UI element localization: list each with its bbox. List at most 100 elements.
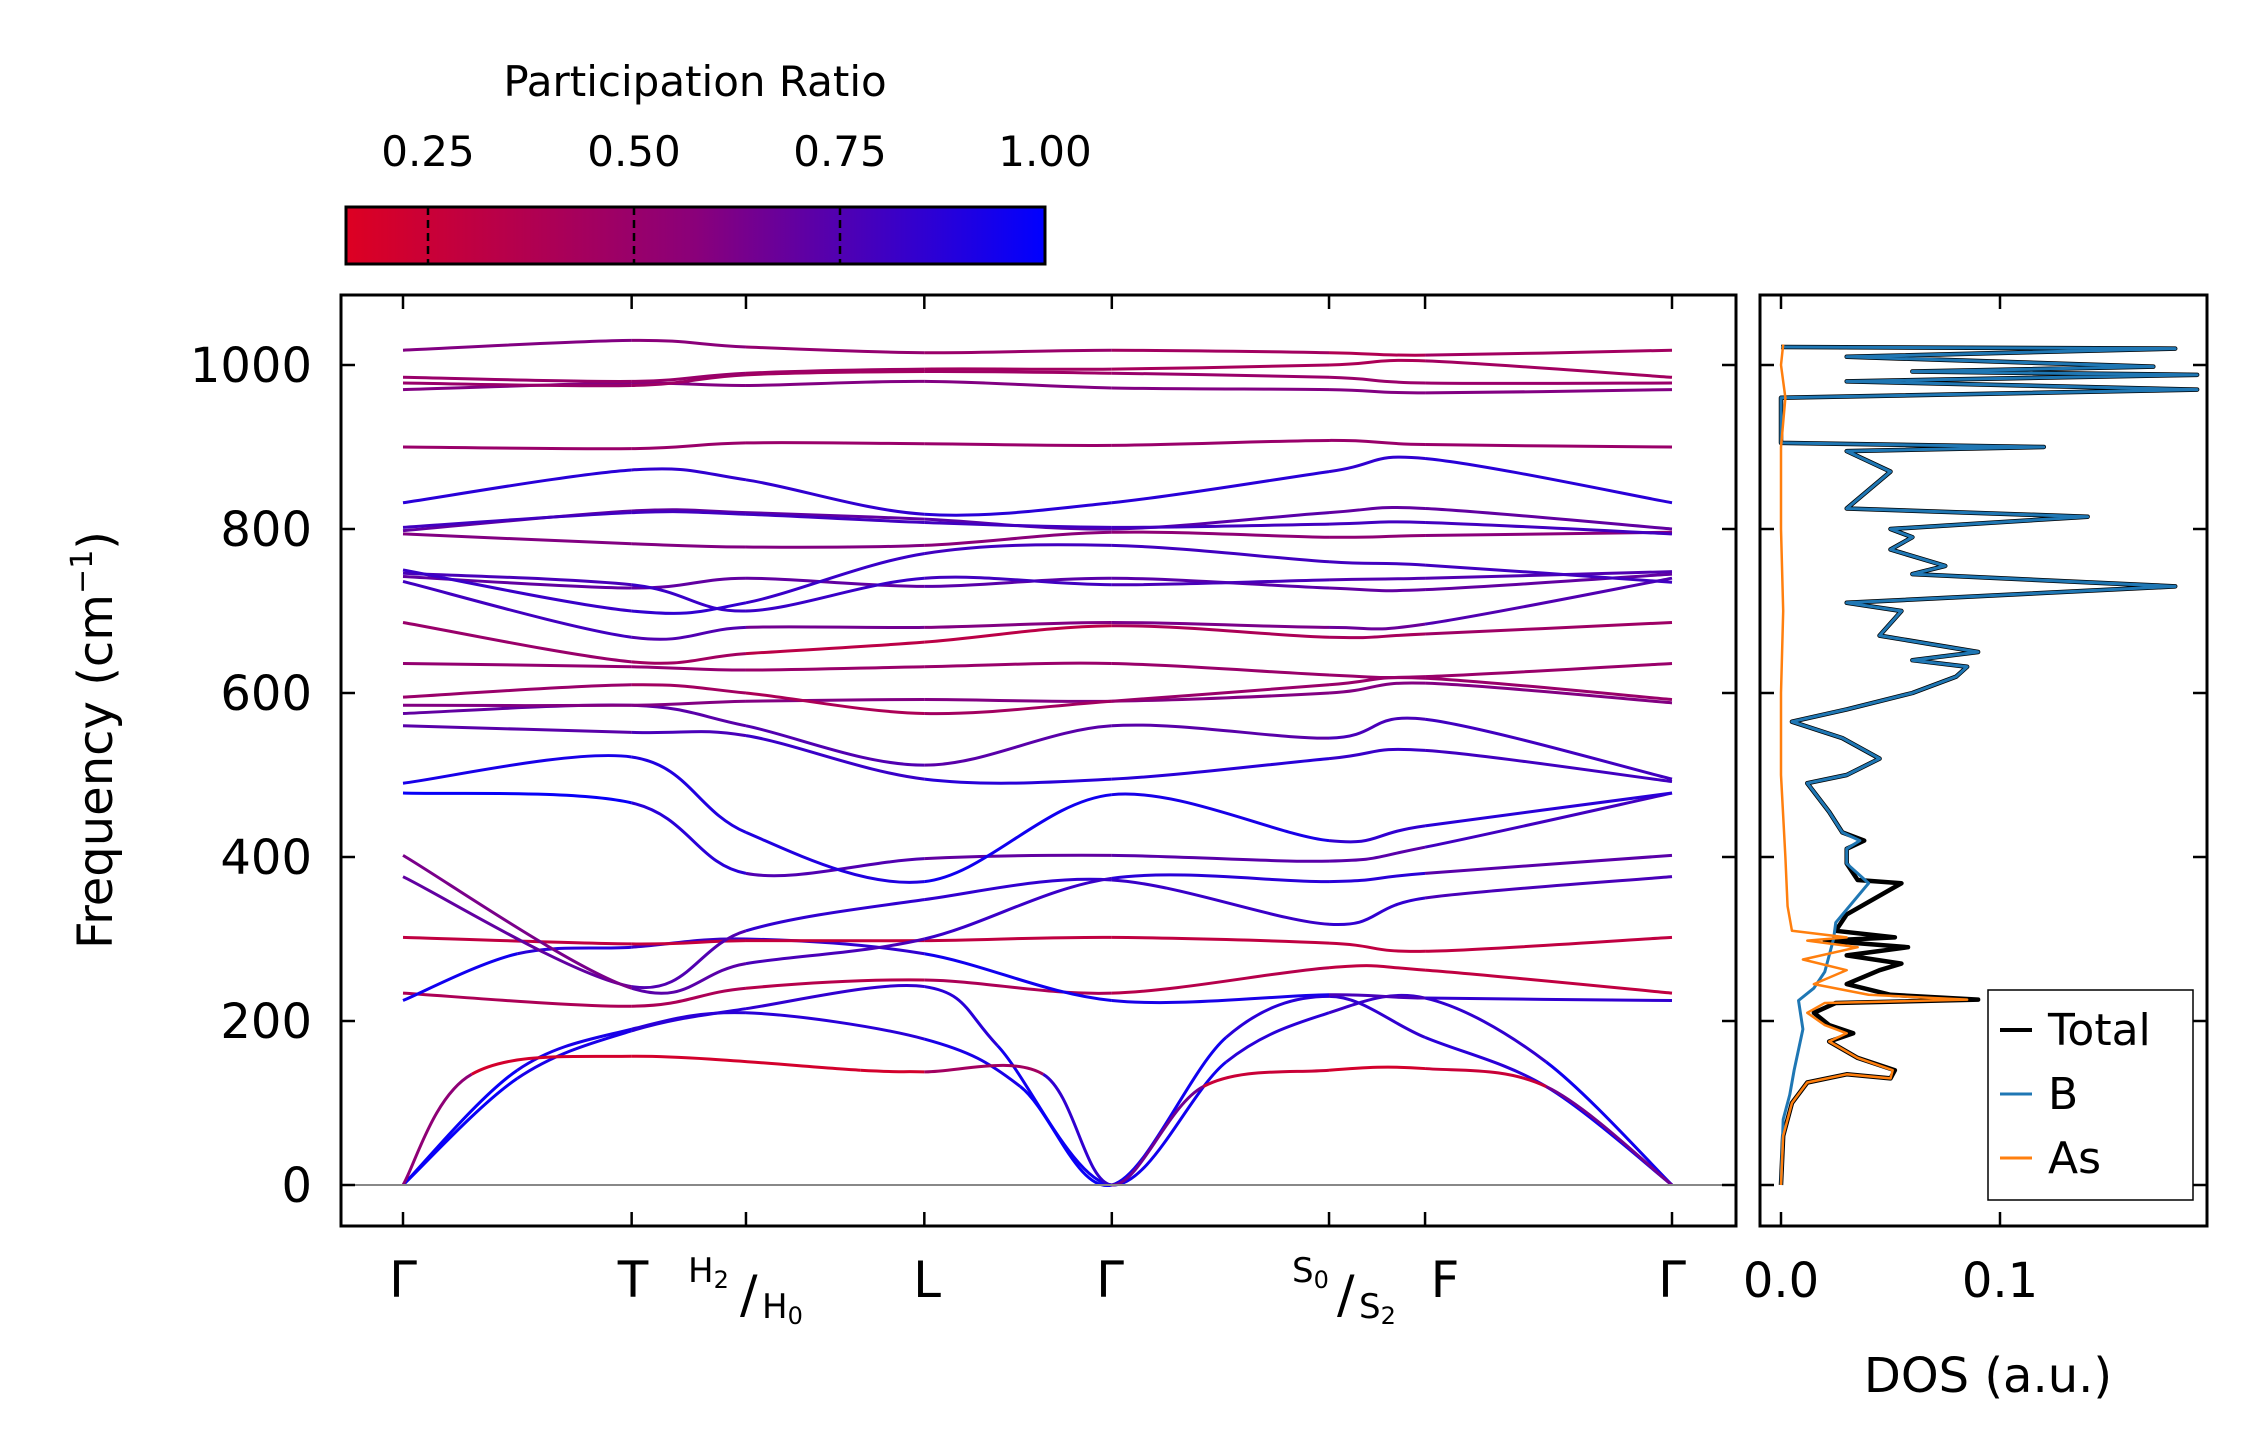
band-o11 bbox=[402, 676, 1673, 716]
band-segment bbox=[1111, 966, 1330, 995]
band-segment bbox=[924, 952, 1112, 1002]
band-segment bbox=[745, 379, 925, 387]
band-segment bbox=[631, 730, 747, 738]
band-segment bbox=[1425, 661, 1673, 679]
band-segment bbox=[1328, 716, 1426, 740]
band-za bbox=[401, 1054, 1673, 1187]
kpoint-gamma-label: Γ bbox=[1096, 1251, 1124, 1309]
band-segment bbox=[631, 929, 747, 990]
band-segment bbox=[745, 576, 925, 588]
band-segment bbox=[745, 978, 925, 990]
band-segment bbox=[631, 962, 747, 995]
band-segment bbox=[631, 755, 747, 834]
y-tick-label: 400 bbox=[220, 830, 312, 886]
band-segment bbox=[631, 652, 747, 665]
band-segment bbox=[1111, 935, 1330, 945]
band-segment bbox=[924, 624, 1112, 644]
band-segment bbox=[1425, 935, 1673, 953]
band-segment bbox=[631, 508, 747, 515]
band-segment bbox=[631, 583, 747, 613]
band-segment bbox=[402, 991, 632, 1008]
band-segment bbox=[1329, 993, 1426, 1000]
band-segment bbox=[745, 345, 925, 355]
band-plot-frame bbox=[339, 293, 1738, 1228]
band-segment bbox=[516, 1027, 633, 1072]
band-segment bbox=[1111, 438, 1330, 447]
band-o25 bbox=[402, 358, 1673, 383]
band-segment bbox=[631, 699, 747, 707]
band-segment bbox=[402, 532, 632, 546]
y-tick-label: 1000 bbox=[190, 338, 312, 394]
dos-tick-labels: 0.0 0.1 bbox=[1743, 1253, 2038, 1309]
band-segment bbox=[924, 442, 1112, 447]
band-segment bbox=[1425, 520, 1673, 536]
band-segment bbox=[924, 935, 1112, 943]
y-tick-label: 200 bbox=[220, 994, 312, 1050]
band-segment bbox=[1424, 620, 1673, 636]
band-segment bbox=[631, 1054, 861, 1072]
band-o4 bbox=[402, 875, 1673, 990]
band-segment bbox=[924, 985, 999, 1047]
band-lines bbox=[401, 338, 1674, 1187]
band-segment bbox=[924, 520, 1112, 529]
band-segment bbox=[470, 1054, 632, 1076]
band-segment bbox=[1111, 683, 1330, 703]
band-segment bbox=[516, 1029, 633, 1080]
band-segment bbox=[1328, 375, 1426, 385]
band-segment bbox=[1328, 586, 1426, 593]
band-segment bbox=[1424, 1036, 1548, 1088]
band-segment bbox=[924, 699, 1112, 716]
band-segment bbox=[631, 338, 747, 349]
y-tick-label: 600 bbox=[220, 666, 312, 722]
band-segment bbox=[924, 379, 1112, 390]
band-segment bbox=[1111, 543, 1330, 564]
dos-lines bbox=[1778, 344, 2200, 1186]
y-tick-label: 0 bbox=[281, 1158, 312, 1214]
band-segment bbox=[631, 665, 746, 672]
band-segment bbox=[1425, 996, 1673, 1002]
band-segment bbox=[631, 1011, 747, 1031]
band-segment bbox=[1111, 878, 1330, 926]
band-segment bbox=[402, 511, 632, 529]
band-segment bbox=[1111, 757, 1330, 781]
band-segment bbox=[1111, 873, 1330, 884]
band-segment bbox=[924, 575, 1112, 587]
band-segment bbox=[1328, 506, 1426, 515]
band-segment bbox=[1329, 520, 1426, 526]
band-o24 bbox=[402, 370, 1673, 388]
kpath-labels: Γ T H2 / H0 L Γ S0 / S2 F Γ bbox=[389, 1251, 1686, 1330]
band-segment bbox=[745, 640, 925, 656]
band-segment bbox=[1328, 824, 1426, 844]
band-segment bbox=[1424, 791, 1673, 828]
band-segment bbox=[631, 441, 746, 451]
band-segment bbox=[745, 937, 925, 966]
band-segment bbox=[1111, 624, 1330, 639]
band-segment bbox=[924, 978, 1112, 995]
band-segment bbox=[923, 1037, 1022, 1088]
colorbar-tick-labels: 0.25 0.50 0.75 1.00 bbox=[381, 127, 1092, 176]
band-segment bbox=[745, 665, 925, 672]
band-segment bbox=[1111, 1060, 1228, 1187]
band-o15 bbox=[402, 572, 1673, 593]
band-segment bbox=[402, 621, 632, 664]
band-segment bbox=[745, 367, 925, 375]
dos-tick-label: 0.0 bbox=[1743, 1253, 1819, 1309]
band-segment bbox=[402, 375, 632, 383]
band-segment bbox=[1329, 351, 1426, 357]
band-segment bbox=[1111, 1036, 1228, 1187]
band-segment bbox=[402, 952, 518, 1002]
colorbar-tick-label: 0.75 bbox=[793, 127, 887, 176]
band-segment bbox=[1425, 348, 1673, 357]
band-segment bbox=[631, 939, 746, 946]
band-o22 bbox=[402, 438, 1673, 451]
band-ta2 bbox=[401, 994, 1673, 1187]
dos-tick-label: 0.1 bbox=[1962, 1253, 2038, 1309]
band-segment bbox=[924, 530, 1112, 547]
band-segment bbox=[1424, 563, 1673, 584]
band-segment bbox=[1545, 1060, 1674, 1187]
colorbar bbox=[344, 205, 1047, 266]
band-segment bbox=[745, 734, 925, 781]
dos-line-as bbox=[1779, 344, 1969, 1186]
band-segment bbox=[745, 576, 925, 613]
band-segment bbox=[1329, 438, 1426, 447]
